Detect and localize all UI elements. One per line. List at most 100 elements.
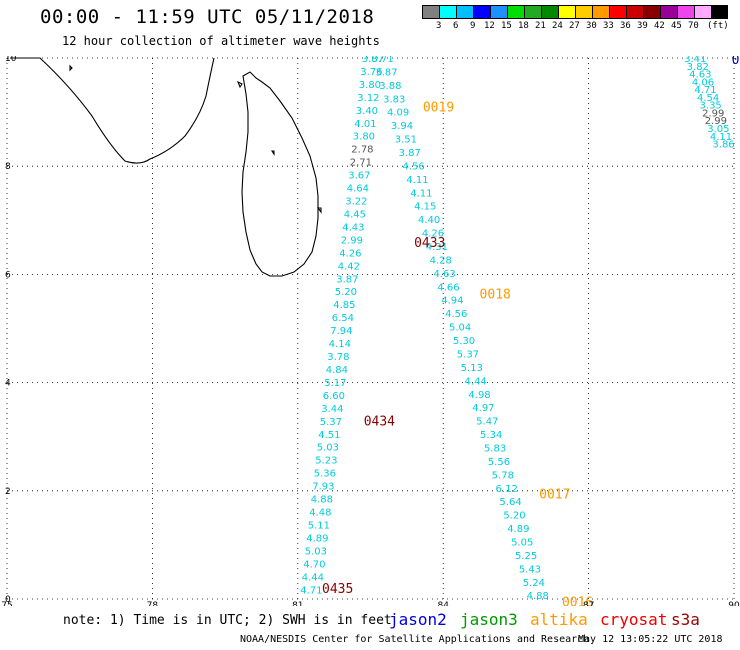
wave-height-value: 5.56 — [488, 457, 510, 468]
pass-number-label: 0435 — [322, 582, 353, 597]
island-mark — [270, 150, 275, 156]
footer-credit: NOAA/NESDIS Center for Satellite Applica… — [240, 634, 590, 645]
wave-height-value: 4.42 — [338, 261, 360, 272]
wave-height-value: 2.99 — [702, 108, 724, 119]
legend-labels: 3 6 9 12 15 18 21 24 27 30 33 36 39 42 45 70 — [422, 21, 728, 33]
wave-height-value: 4.71 — [300, 585, 322, 596]
pass-number-label: 0017 — [539, 488, 570, 503]
legend-label: 33 — [603, 21, 614, 31]
wave-height-value: 3.80 — [359, 80, 381, 91]
legend-label: 70 — [688, 21, 699, 31]
color-scale-legend: 3 6 9 12 15 18 21 24 27 30 33 36 39 42 45 70 (ft) — [422, 5, 729, 33]
legend-label: 18 — [518, 21, 529, 31]
wave-height-value: 3.44 — [321, 404, 343, 415]
wave-height-value: 4.51 — [318, 430, 340, 441]
wave-height-value: 6.12 — [496, 484, 518, 495]
wave-height-value: 5.11 — [308, 520, 330, 531]
wave-height-map: 3.873.763.803.123.404.013.802.782.713.67… — [1, 56, 740, 606]
wave-height-value: 4.56 — [403, 161, 425, 172]
wave-height-value: 3.67 — [348, 171, 370, 182]
legend-swatch — [541, 5, 558, 19]
pass-number-label: 00 — [732, 56, 740, 68]
wave-height-value: 4.56 — [445, 309, 467, 320]
legend-swatch — [660, 5, 677, 19]
legend-label: 36 — [620, 21, 631, 31]
wave-height-value: 4.09 — [387, 108, 409, 119]
legend-label: 30 — [586, 21, 597, 31]
map-subtitle: 12 hour collection of altimeter wave hei… — [62, 34, 380, 48]
india-coastline — [10, 57, 215, 164]
legend-label: 9 — [470, 21, 476, 31]
wave-height-value: 4.66 — [437, 282, 459, 293]
legend-swatch — [626, 5, 643, 19]
legend-swatch — [524, 5, 541, 19]
wave-height-value: 5.30 — [453, 336, 475, 347]
wave-height-value: 3.88 — [379, 81, 401, 92]
pass-labels: 0019 0433 0018 0434 0017 0435 0016 00 — [322, 56, 740, 606]
wave-height-value: 4.43 — [342, 222, 364, 233]
wave-height-value: 4.64 — [347, 184, 369, 195]
wave-height-value: 4.14 — [329, 339, 351, 350]
wave-height-value: 2.78 — [351, 145, 373, 156]
legend-swatch — [592, 5, 609, 19]
wave-height-value: 4.44 — [302, 572, 324, 583]
wave-height-value: 4.44 — [465, 376, 487, 387]
wave-height-value: 3.12 — [357, 93, 379, 104]
map-title: 00:00 - 11:59 UTC 05/11/2018 — [40, 6, 375, 28]
satellite-name-altika: altika — [530, 610, 588, 629]
wave-height-value: 3.22 — [345, 197, 367, 208]
wave-height-value: 4.89 — [306, 533, 328, 544]
note-text: note: 1) Time is in UTC; 2) SWH is in fe… — [63, 613, 392, 628]
wave-height-value: 4.88 — [311, 495, 333, 506]
legend-swatch — [677, 5, 694, 19]
wave-height-value: 5.36 — [314, 469, 336, 480]
legend-swatch — [643, 5, 660, 19]
wave-height-value: 5.23 — [315, 456, 337, 467]
legend-swatch — [575, 5, 592, 19]
wave-height-value: 4.45 — [344, 209, 366, 220]
wave-height-value: 5.37 — [320, 417, 342, 428]
wave-height-value: 5.20 — [503, 511, 525, 522]
wave-height-value: 3.87 — [336, 274, 358, 285]
lat-lon-grid — [6, 57, 735, 600]
wave-height-value: 4.85 — [333, 300, 355, 311]
legend-swatch — [609, 5, 626, 19]
wave-height-value: 4.94 — [441, 296, 463, 307]
legend-unit: (ft) — [707, 21, 729, 31]
x-tick-label: 78 — [147, 601, 159, 606]
wave-height-value: 5.04 — [449, 323, 471, 334]
legend-label: 27 — [569, 21, 580, 31]
x-tick-label: 87 — [583, 601, 594, 606]
wave-height-value: 3.76 — [360, 67, 382, 78]
wave-height-value: 6.60 — [323, 391, 345, 402]
x-tick-label: 75 — [1, 601, 12, 606]
wave-height-value: 4.31 — [426, 242, 448, 253]
pass-number-label: 0434 — [364, 414, 395, 429]
axis-ticks: 75 78 81 84 87 90 0 2 4 6 8 10 — [1, 56, 740, 606]
wave-height-value: 4.88 — [527, 591, 549, 602]
wave-height-value: 3.80 — [353, 132, 375, 143]
wave-height-value: 2.99 — [341, 235, 363, 246]
satellite-tracks: 3.873.763.803.123.404.013.802.782.713.67… — [300, 56, 734, 602]
wave-height-value: 6.54 — [332, 313, 354, 324]
wave-height-value: 5.83 — [484, 443, 506, 454]
pass-number-label: 0018 — [480, 287, 511, 302]
legend-swatch — [694, 5, 711, 19]
legend-label: 6 — [453, 21, 459, 31]
wave-height-value: 5.20 — [335, 287, 357, 298]
wave-height-value: 5.17 — [324, 378, 346, 389]
wave-height-value: 4.98 — [468, 390, 490, 401]
y-tick-label: 2 — [5, 487, 11, 497]
wave-height-value: 4.63 — [689, 70, 711, 81]
legend-swatches — [422, 5, 728, 19]
wave-height-value: 3.87 — [399, 148, 421, 159]
wave-height-value: 3.83 — [383, 94, 405, 105]
island-mark — [236, 80, 243, 89]
sri-lanka-coastline — [10, 57, 322, 277]
y-tick-label: 6 — [5, 270, 11, 280]
wave-height-value: 4.63 — [434, 269, 456, 280]
wave-height-value: 5.05 — [511, 537, 533, 548]
y-tick-label: 10 — [5, 56, 17, 64]
legend-label: 42 — [654, 21, 665, 31]
